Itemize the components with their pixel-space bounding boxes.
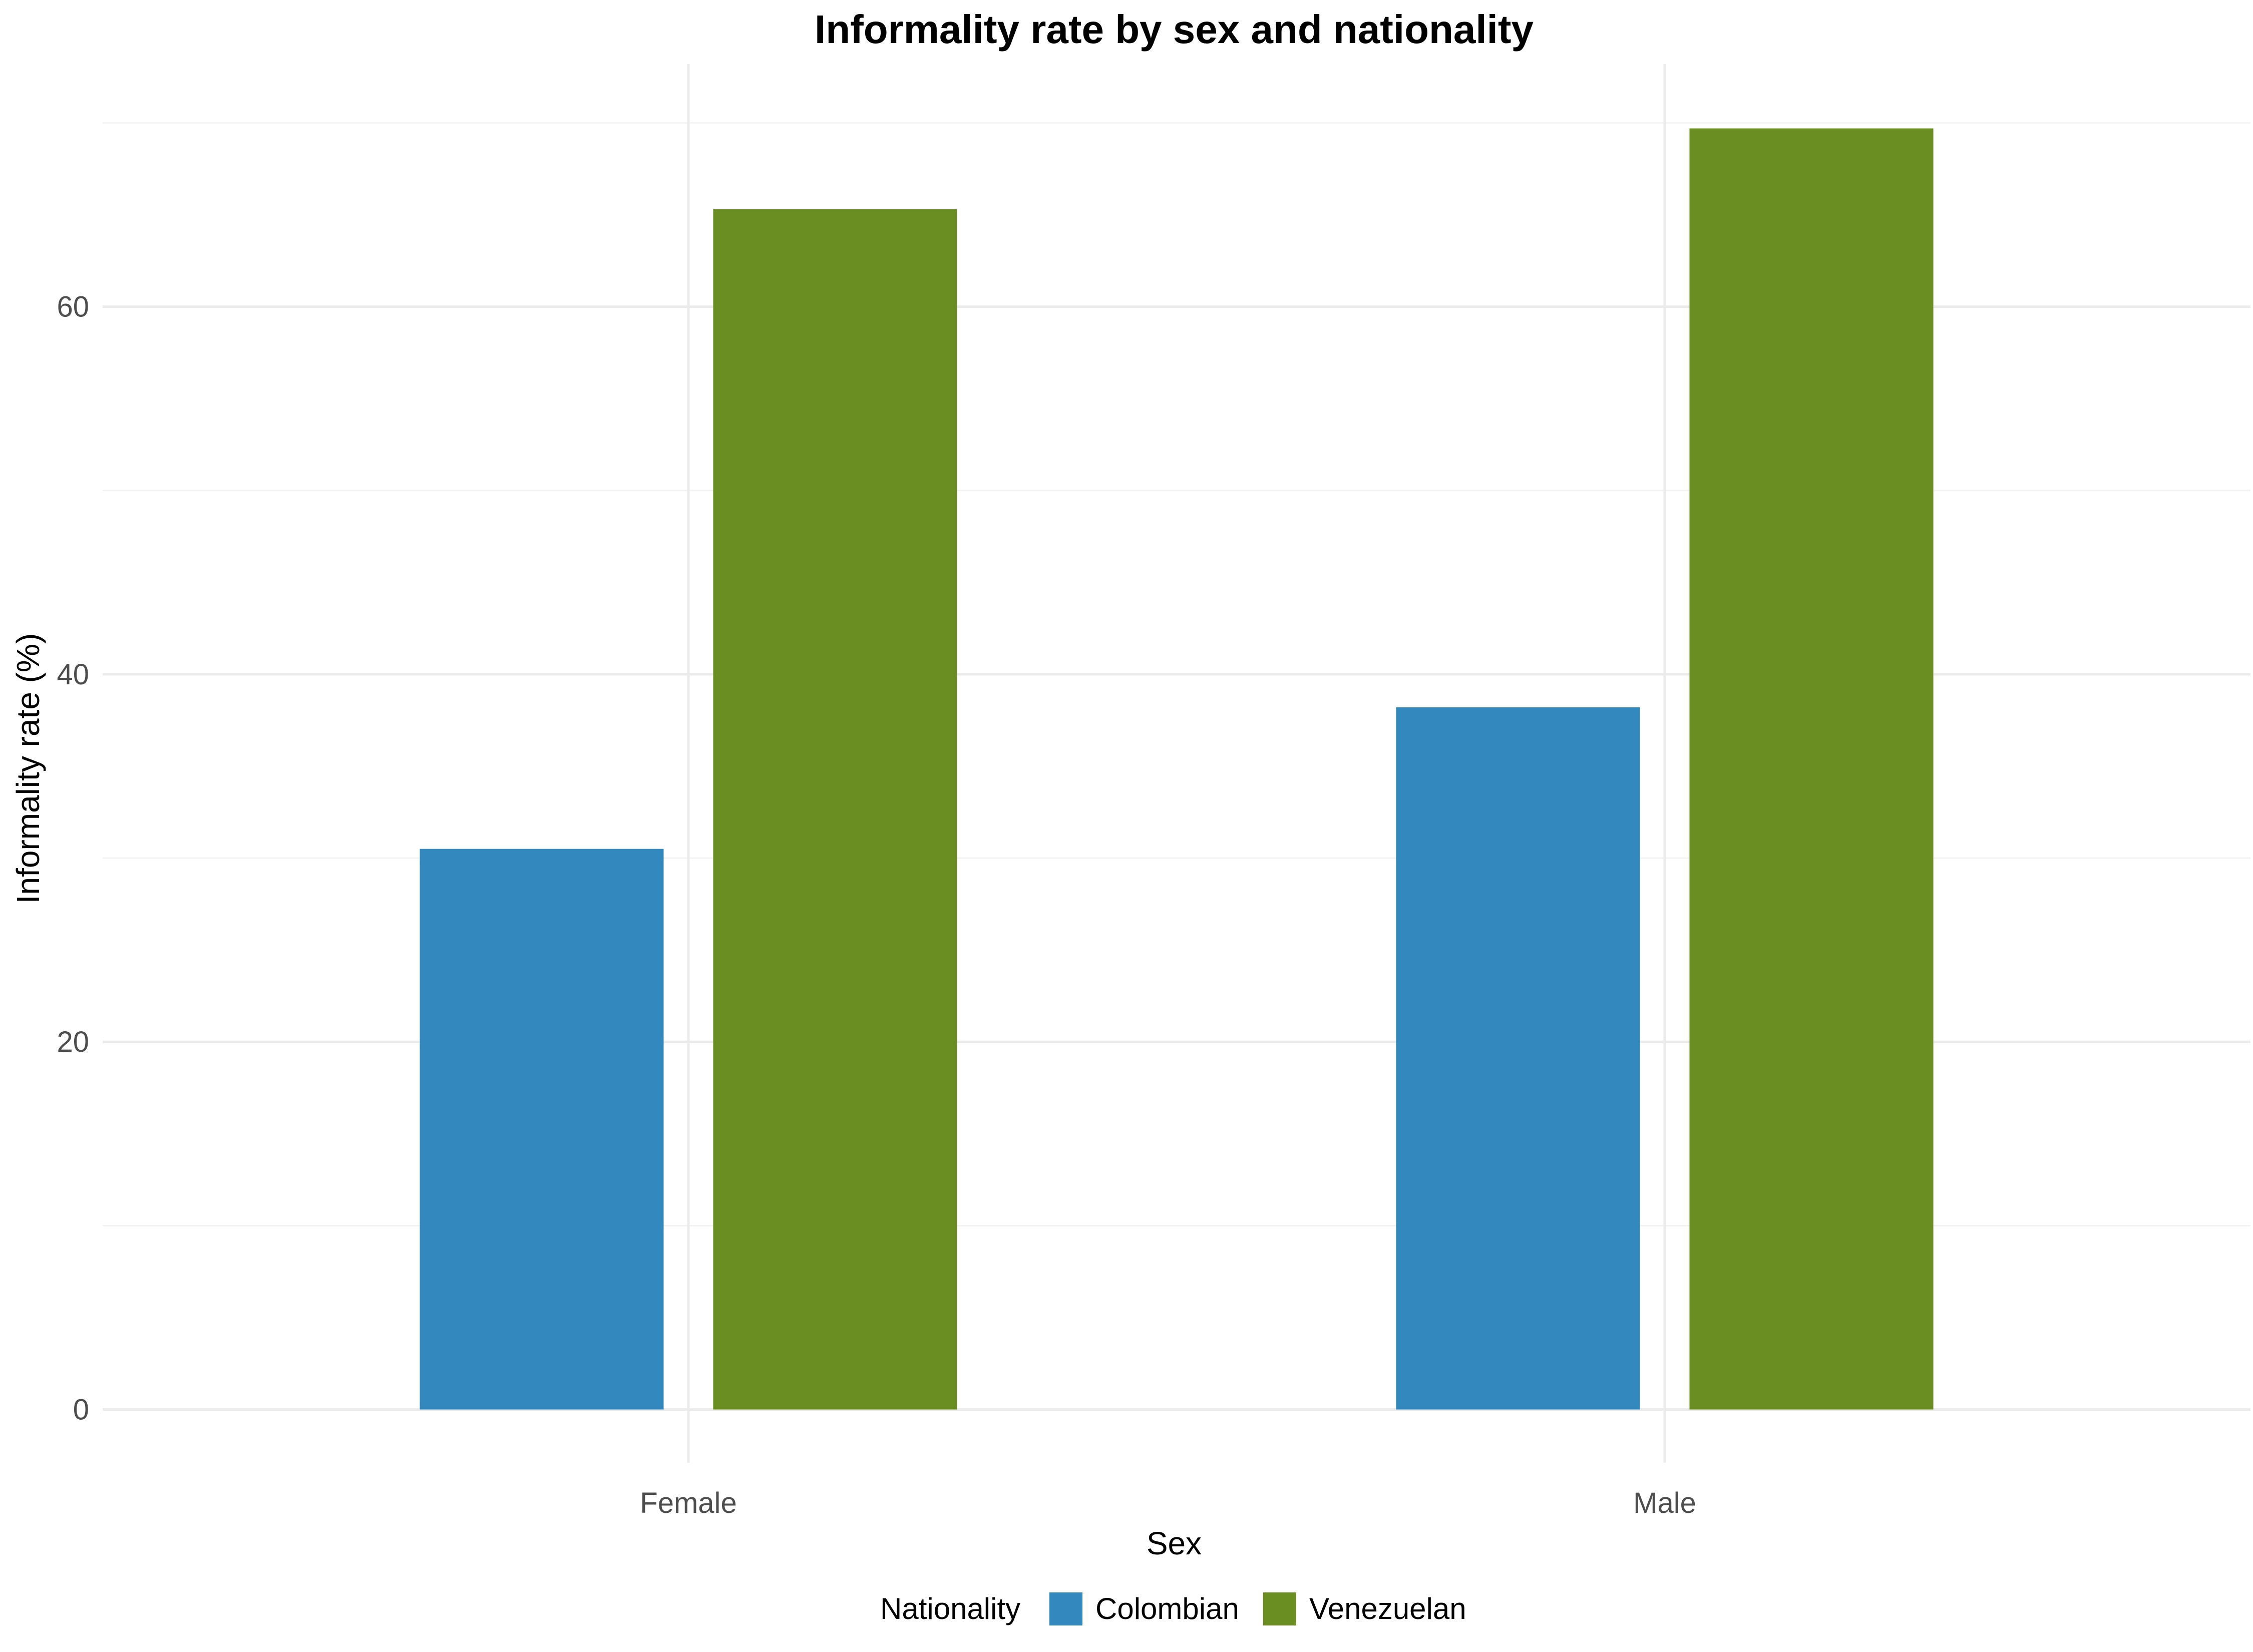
y-tick-label: 0 — [73, 1394, 89, 1426]
x-tick-label: Male — [1633, 1487, 1696, 1519]
legend-key-venezuelan — [1263, 1592, 1296, 1625]
bar-venezuelan-male — [1689, 128, 1934, 1410]
y-axis-title: Informality rate (%) — [10, 633, 46, 904]
legend-label-colombian: Colombian — [1095, 1592, 1239, 1625]
y-tick-label: 60 — [57, 291, 89, 323]
bar-colombian-female — [420, 849, 664, 1410]
legend-title: Nationality — [880, 1592, 1020, 1625]
x-tick-label: Female — [640, 1487, 736, 1519]
x-axis-ticks: Female Male — [640, 1487, 1696, 1519]
legend-key-colombian — [1049, 1592, 1082, 1625]
legend-label-venezuelan: Venezuelan — [1309, 1592, 1466, 1625]
legend: Nationality Colombian Venezuelan — [880, 1592, 1466, 1625]
y-tick-label: 40 — [57, 658, 89, 691]
bar-venezuelan-female — [713, 209, 957, 1410]
x-axis-title: Sex — [1147, 1525, 1202, 1561]
y-tick-label: 20 — [57, 1026, 89, 1058]
y-axis-ticks: 0 20 40 60 — [57, 291, 89, 1426]
chart-title: Informality rate by sex and nationality — [815, 7, 1534, 52]
bars — [420, 128, 1934, 1410]
bar-colombian-male — [1396, 707, 1640, 1410]
